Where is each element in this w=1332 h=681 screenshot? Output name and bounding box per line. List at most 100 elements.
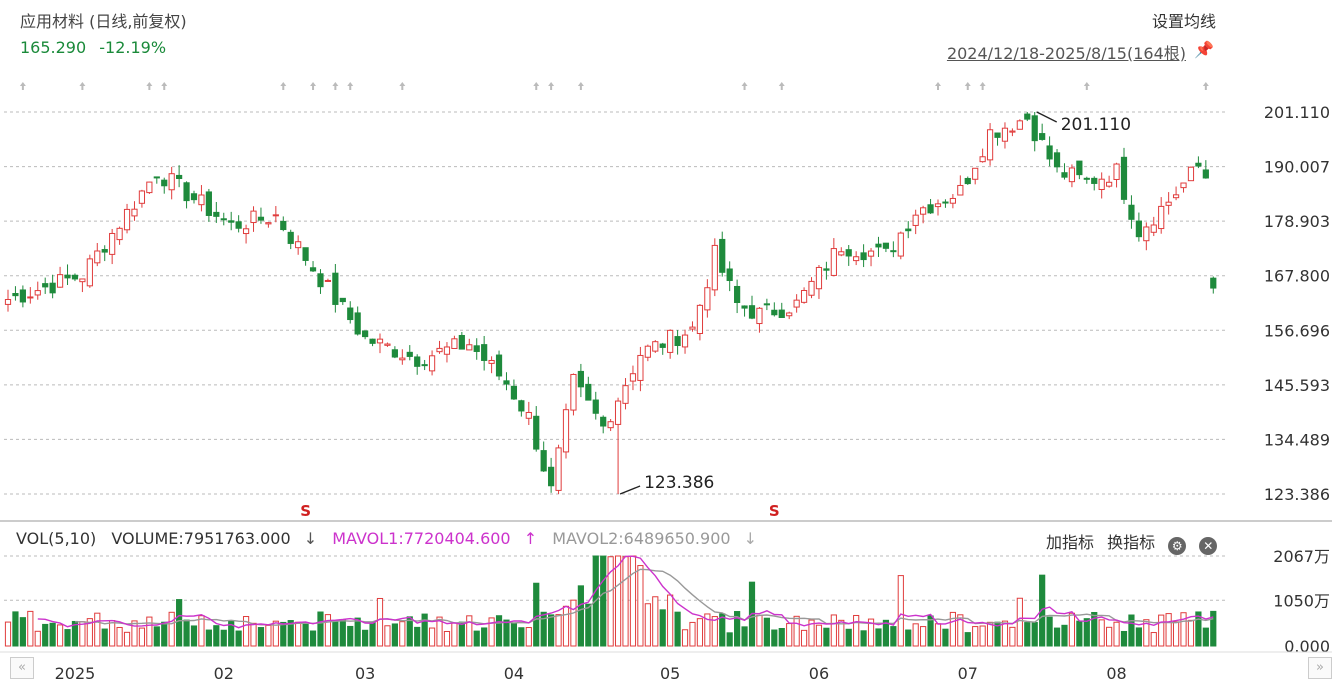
candle-up — [451, 338, 458, 349]
volume-bar-up — [652, 596, 659, 647]
candle-up — [34, 290, 41, 296]
candle-down — [42, 283, 49, 288]
candle-up — [1143, 226, 1150, 242]
volume-bar-up — [644, 603, 651, 647]
event-flag-icon — [146, 82, 153, 90]
volume-bar-down — [600, 555, 607, 647]
volume-bar-up — [808, 619, 815, 647]
candle-down — [600, 416, 607, 427]
volume-bar-down — [161, 621, 168, 647]
sell-marker: S — [300, 502, 311, 520]
candle-down — [406, 351, 413, 357]
volume-bar-down — [548, 614, 555, 647]
pin-icon[interactable]: 📌 — [1194, 40, 1214, 59]
volume-bar-up — [800, 629, 808, 647]
volume-bar-up — [168, 611, 175, 647]
volume-bar-up — [27, 610, 34, 647]
candle-down — [257, 216, 265, 221]
add-indicator-button[interactable]: 加指标 — [1046, 533, 1095, 552]
candle-down — [495, 354, 503, 377]
volume-bar-down — [927, 615, 934, 647]
candle-down — [228, 220, 235, 223]
candle-down — [860, 252, 867, 261]
volume-bar-up — [116, 626, 123, 647]
ma-setting-button[interactable]: 设置均线 — [1152, 8, 1216, 32]
scroll-left-button[interactable]: « — [10, 657, 34, 679]
volume-bar-down — [1076, 620, 1083, 647]
vol-arrow: ↓ — [303, 529, 318, 548]
date-range-info[interactable]: 2024/12/18-2025/8/15(164根) — [946, 44, 1186, 63]
volume-bar-up — [466, 615, 473, 647]
candle-up — [376, 338, 384, 344]
candle-down — [548, 466, 555, 487]
volume-bar-up — [667, 594, 674, 647]
candle-down — [220, 218, 227, 221]
close-icon[interactable]: ✕ — [1199, 537, 1218, 555]
candle-up — [652, 341, 659, 352]
candle-up — [570, 373, 577, 411]
volume-bar-up — [957, 614, 964, 647]
volume-bar-up — [934, 623, 942, 647]
volume-bar-up — [853, 614, 860, 647]
candle-down — [302, 247, 309, 261]
candle-down — [585, 383, 592, 401]
candle-down — [362, 330, 369, 338]
candle-down — [161, 179, 168, 187]
volume-bar-up — [376, 597, 384, 647]
volume-bar-up — [443, 630, 451, 647]
volume-bar-down — [771, 629, 778, 647]
x-tick-label: 2025 — [55, 664, 96, 681]
candle-up — [853, 256, 860, 262]
event-flag-icon — [1083, 82, 1090, 90]
candle-up — [689, 326, 696, 330]
last-price: 165.290 — [20, 38, 87, 57]
volume-bar-up — [1158, 614, 1165, 647]
gear-icon[interactable]: ⚙ — [1168, 537, 1187, 555]
volume-bar-up — [525, 627, 532, 647]
volume-bar-down — [473, 630, 480, 647]
candle-up — [912, 214, 919, 226]
candle-up — [1172, 194, 1180, 199]
volume-bar-down — [577, 585, 584, 647]
candle-up — [629, 373, 637, 382]
event-flag-icon — [533, 82, 540, 90]
candle-down — [347, 307, 354, 321]
volume-bar-down — [309, 630, 317, 647]
volume-bar-up — [949, 611, 956, 647]
volume-bar-down — [540, 611, 547, 647]
volume-bar-up — [488, 617, 495, 647]
candle-up — [800, 290, 808, 303]
candle-down — [1202, 169, 1209, 179]
candle-up — [272, 214, 279, 217]
volume-bar-down — [495, 615, 503, 647]
candle-down — [1120, 156, 1128, 200]
volume-bar-up — [838, 619, 845, 647]
volume-bar-down — [406, 616, 413, 647]
volume-bar-down — [391, 623, 398, 647]
volume-indicator-bar: VOL(5,10) VOLUME:7951763.000 ↓ MAVOL1:77… — [16, 529, 757, 548]
candle-up — [4, 298, 12, 305]
volume-bar-down — [741, 626, 748, 647]
scroll-right-button[interactable]: » — [1308, 657, 1332, 679]
candle-up — [443, 346, 451, 355]
event-flag-icon — [778, 82, 785, 90]
indicator-tools: 加指标 换指标 ⚙ ✕ — [1046, 529, 1225, 555]
x-tick-label: 06 — [809, 664, 829, 681]
volume-bar-up — [34, 630, 41, 647]
volume-bar-up — [867, 618, 875, 647]
candle-up — [428, 355, 436, 372]
x-tick-label: 08 — [1106, 664, 1126, 681]
volume-bar-up — [250, 622, 257, 647]
switch-indicator-button[interactable]: 换指标 — [1107, 533, 1156, 552]
candle-down — [354, 312, 361, 335]
volume-tick-label: 0.000 — [1284, 637, 1330, 656]
candle-down — [1128, 204, 1135, 220]
price-tick-label: 190.007 — [1264, 158, 1330, 177]
mavol1-line — [37, 555, 1214, 629]
candle-down — [1076, 160, 1083, 176]
candle-down — [875, 243, 882, 248]
volume-bar-down — [1195, 611, 1202, 647]
volume-bar-up — [324, 614, 332, 647]
volume-bar-up — [614, 555, 622, 647]
